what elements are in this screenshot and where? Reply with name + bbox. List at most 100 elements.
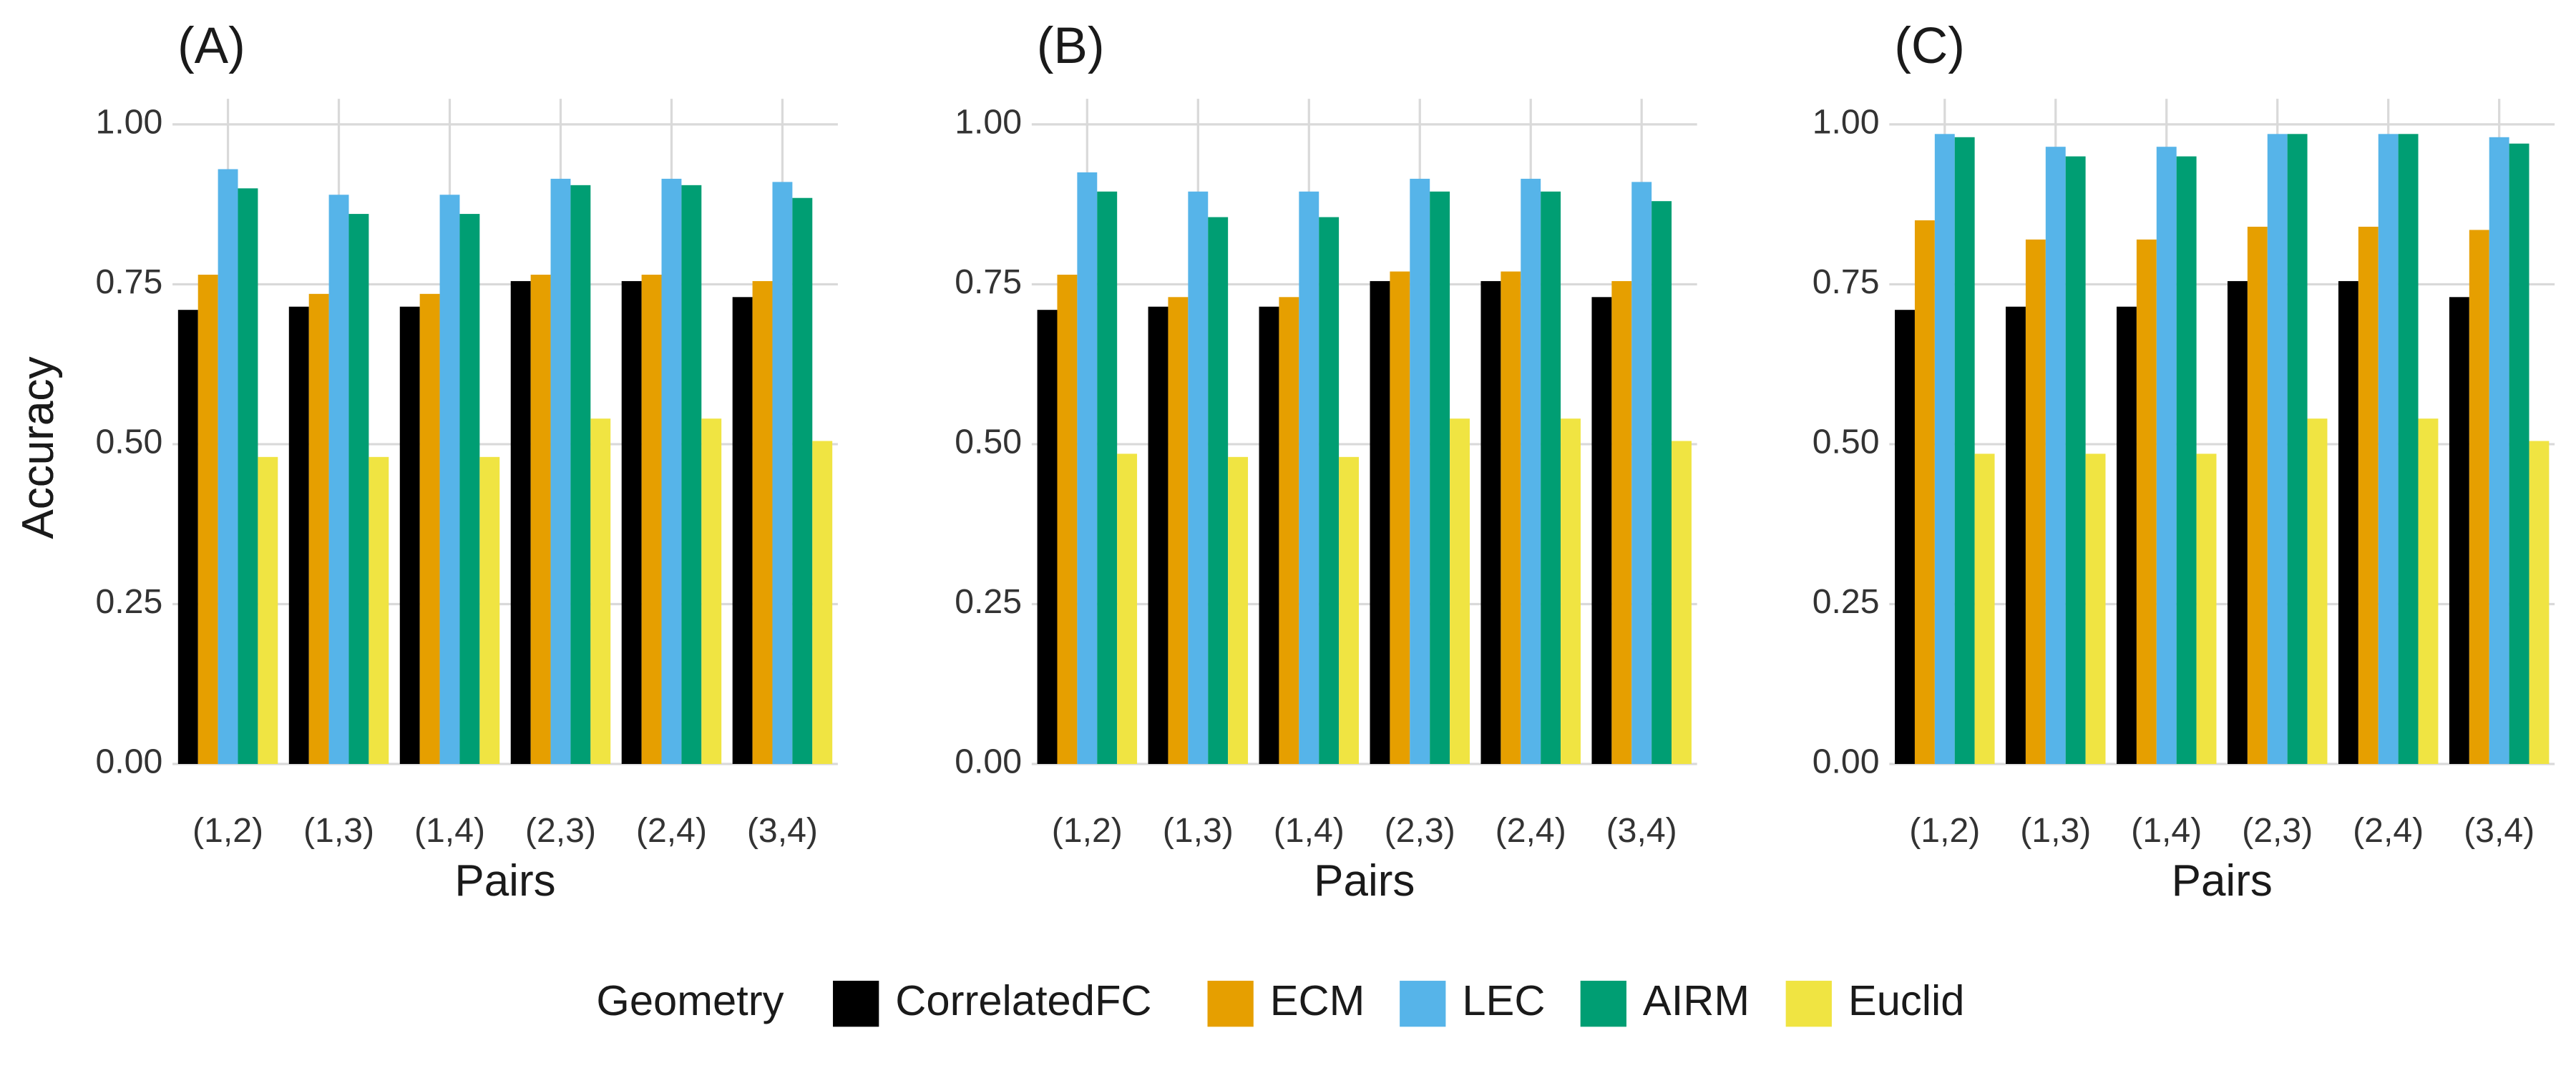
legend-label: Euclid	[1848, 976, 1965, 1024]
legend-swatch	[833, 981, 879, 1027]
bar	[348, 214, 369, 764]
y-tick-label: 0.25	[1813, 582, 1880, 621]
y-tick-label: 1.00	[1813, 103, 1880, 142]
x-tick-label: (3,4)	[2464, 811, 2534, 850]
bar	[2247, 226, 2268, 764]
y-axis-title: Accuracy	[14, 357, 63, 539]
y-tick-label: 1.00	[95, 103, 162, 142]
bar	[1057, 275, 1078, 764]
bar	[792, 197, 813, 764]
legend-swatch	[1580, 981, 1626, 1027]
bar	[1611, 280, 1632, 764]
bar	[2358, 226, 2379, 764]
x-tick-label: (1,3)	[1163, 811, 1234, 850]
bar	[1541, 191, 1561, 764]
bar	[1259, 306, 1279, 764]
bar	[1319, 217, 1340, 764]
bar	[772, 182, 793, 764]
bar	[2267, 134, 2288, 764]
bar	[2136, 239, 2157, 764]
bar	[1279, 297, 1299, 764]
bar	[2045, 147, 2066, 764]
x-tick-label: (2,4)	[1496, 811, 1566, 850]
bar	[2085, 454, 2106, 764]
y-axis-title: Accuracy	[14, 357, 63, 539]
bar	[1914, 220, 1935, 764]
bar	[1652, 201, 1672, 764]
bar	[1954, 137, 1975, 764]
bar	[1339, 456, 1360, 764]
bar	[1370, 280, 1390, 764]
legend-label: LEC	[1462, 976, 1545, 1024]
bar	[2469, 230, 2489, 764]
bar	[1097, 191, 1118, 764]
bar	[1561, 418, 1581, 764]
bar	[288, 306, 309, 764]
legend-label: ECM	[1270, 976, 1365, 1024]
bar	[2156, 147, 2177, 764]
x-axis-title: Pairs	[454, 856, 555, 906]
y-tick-label: 0.50	[1813, 423, 1880, 461]
panel-title: (C)	[1894, 18, 1965, 74]
y-tick-label: 0.75	[95, 263, 162, 301]
bar	[2449, 297, 2469, 764]
bar	[661, 178, 682, 764]
bar	[812, 441, 833, 764]
bar	[641, 275, 662, 764]
bar	[308, 293, 329, 764]
x-tick-label: (1,2)	[192, 811, 263, 850]
x-tick-label: (2,3)	[2242, 811, 2313, 850]
y-tick-label: 0.25	[95, 582, 162, 621]
bar	[2378, 134, 2399, 764]
x-tick-label: (2,3)	[1385, 811, 1455, 850]
bar	[2196, 454, 2217, 764]
bar	[1480, 280, 1501, 764]
y-tick-label: 0.50	[95, 423, 162, 461]
bar	[419, 293, 440, 764]
x-tick-label: (1,3)	[303, 811, 374, 850]
bar	[2418, 418, 2439, 764]
bar	[399, 306, 420, 764]
bar	[2065, 156, 2086, 764]
bar	[258, 456, 278, 764]
y-tick-label: 0.75	[1813, 263, 1880, 301]
bar	[590, 418, 611, 764]
bar	[1390, 271, 1410, 764]
bar	[1228, 456, 1249, 764]
bar	[328, 195, 349, 764]
bar	[177, 310, 198, 764]
bar	[2227, 280, 2248, 764]
legend-label: AIRM	[1643, 976, 1750, 1024]
bar	[510, 280, 531, 764]
bar	[752, 280, 773, 764]
bar	[197, 275, 218, 764]
y-tick-label: 1.00	[955, 103, 1022, 142]
bar	[459, 214, 480, 764]
bar	[2287, 134, 2308, 764]
x-tick-label: (1,3)	[2020, 811, 2091, 850]
legend-label: CorrelatedFC	[895, 976, 1151, 1024]
bar	[2338, 280, 2358, 764]
y-tick-label: 0.50	[955, 423, 1022, 461]
bar	[570, 185, 591, 764]
bar	[1299, 191, 1319, 764]
bar	[1188, 191, 1209, 764]
bar	[1974, 454, 1995, 764]
y-tick-label: 0.75	[955, 263, 1022, 301]
bar	[550, 178, 571, 764]
x-tick-label: (3,4)	[1606, 811, 1677, 850]
bar	[479, 456, 500, 764]
bar	[732, 297, 753, 764]
bar	[238, 188, 258, 764]
bar	[1934, 134, 1955, 764]
bar	[1168, 297, 1189, 764]
bar	[621, 280, 642, 764]
bar	[1521, 178, 1541, 764]
bar	[1410, 178, 1430, 764]
x-tick-label: (2,4)	[636, 811, 707, 850]
bar	[1430, 191, 1450, 764]
x-tick-label: (1,4)	[1274, 811, 1345, 850]
bar	[2529, 441, 2550, 764]
bar	[2006, 306, 2026, 764]
